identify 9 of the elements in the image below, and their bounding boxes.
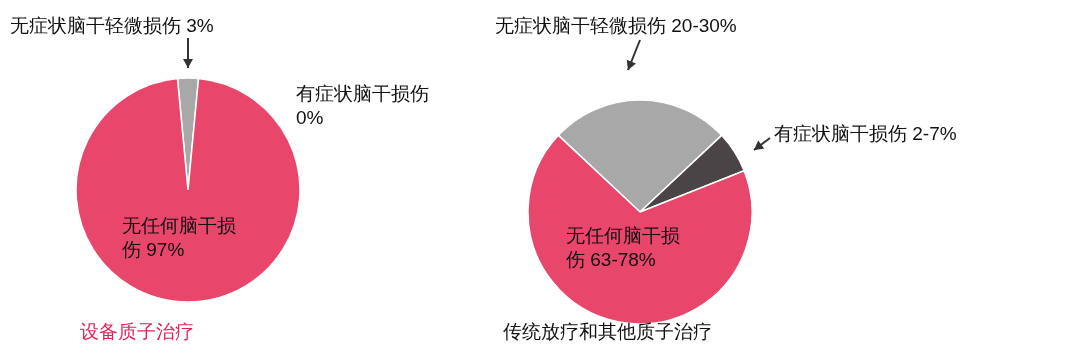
text: 0% (296, 107, 324, 128)
slice-label: 有症状脑干损伤 2-7% (774, 123, 957, 144)
slice-label: 无任何脑干损伤 97% (122, 215, 236, 260)
slice-label: 无症状脑干轻微损伤 3% (10, 15, 214, 36)
text: 设备质子治疗 (80, 321, 194, 342)
category-label: 有症状脑干损伤 (296, 83, 429, 104)
slice-label: 无任何脑干损伤 63-78% (566, 225, 680, 270)
slice-label: 无症状脑干轻微损伤 20-30% (495, 15, 737, 36)
text: 传统放疗和其他质子治疗 (503, 321, 712, 342)
